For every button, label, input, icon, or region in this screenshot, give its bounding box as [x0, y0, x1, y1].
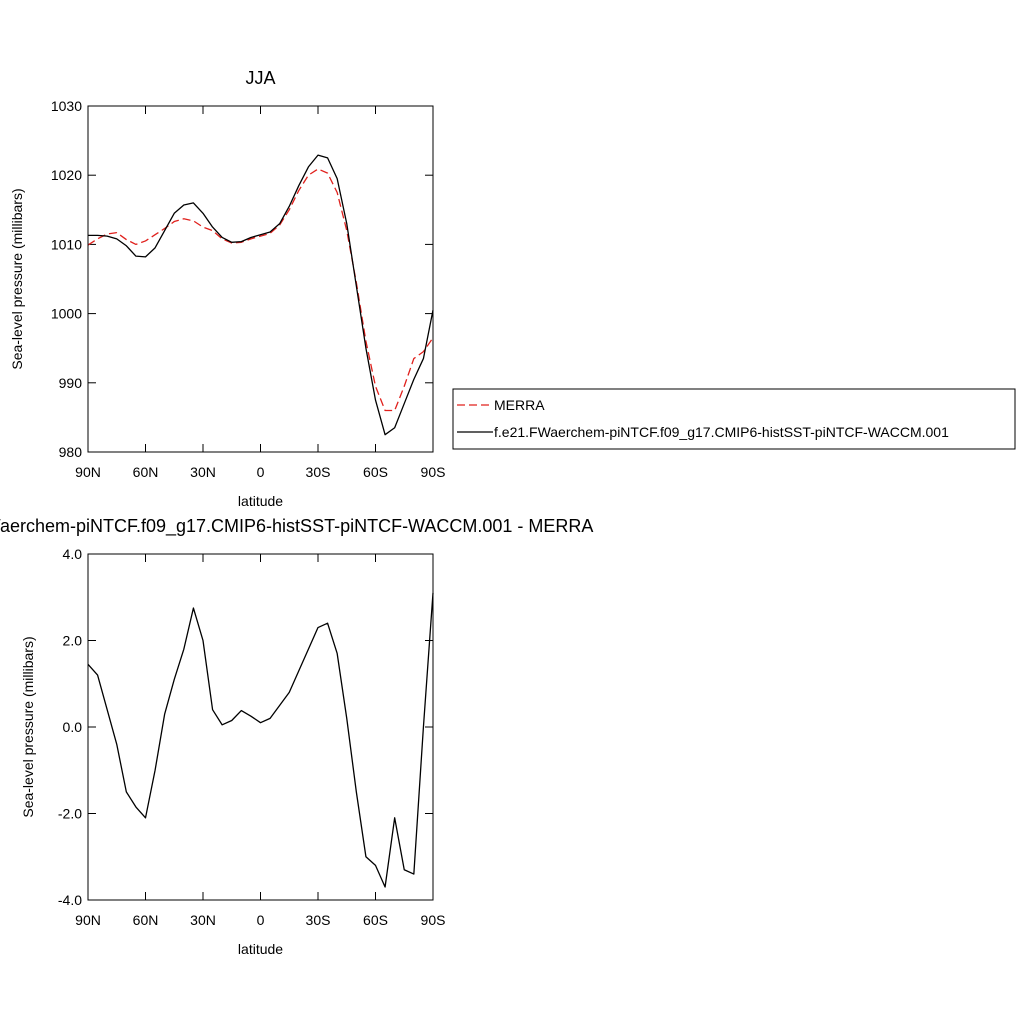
- x-tick-label: 60N: [133, 912, 159, 928]
- x-tick-label: 0: [257, 912, 265, 928]
- data-line: [87, 592, 434, 888]
- data-line: [87, 168, 434, 412]
- y-axis-label: Sea-level pressure (millibars): [20, 636, 36, 817]
- y-tick-label: 1020: [51, 167, 82, 183]
- plot-frame: [87, 105, 434, 453]
- x-axis-label: latitude: [238, 493, 283, 509]
- y-tick-label: 980: [59, 444, 83, 460]
- y-tick-label: 1030: [51, 98, 82, 114]
- x-tick-label: 90S: [421, 464, 446, 480]
- x-tick-label: 90N: [75, 912, 101, 928]
- x-tick-label: 60N: [133, 464, 159, 480]
- chart-title: JJA: [245, 68, 275, 88]
- x-tick-label: 60S: [363, 464, 388, 480]
- x-axis-label: latitude: [238, 941, 283, 957]
- x-tick-label: 30N: [190, 464, 216, 480]
- y-tick-label: 990: [59, 375, 83, 391]
- y-tick-label: -4.0: [58, 892, 82, 908]
- x-tick-label: 30N: [190, 912, 216, 928]
- y-tick-label: 4.0: [63, 546, 83, 562]
- y-tick-label: 2.0: [63, 633, 83, 649]
- data-line: [88, 154, 434, 436]
- plot-frame: [87, 553, 434, 901]
- y-tick-label: 1000: [51, 306, 82, 322]
- x-tick-label: 30S: [306, 464, 331, 480]
- x-tick-label: 90N: [75, 464, 101, 480]
- x-tick-label: 30S: [306, 912, 331, 928]
- x-tick-label: 60S: [363, 912, 388, 928]
- y-tick-label: 1010: [51, 236, 82, 252]
- legend-box: [452, 388, 1016, 450]
- y-tick-label: -2.0: [58, 806, 82, 822]
- y-axis-label: Sea-level pressure (millibars): [9, 188, 25, 369]
- legend-label: MERRA: [494, 397, 545, 413]
- y-tick-label: 0.0: [63, 719, 83, 735]
- panel: JJA 90N 60N 30N 0 30S 60S 90S 980 990 1000 1010 1020…: [9, 68, 1016, 509]
- x-tick-label: 0: [257, 464, 265, 480]
- x-tick-label: 90S: [421, 912, 446, 928]
- chart-title: f.e21.FWaerchem-piNTCF.f09_g17.CMIP6-his…: [0, 516, 593, 537]
- panel: f.e21.FWaerchem-piNTCF.f09_g17.CMIP6-his…: [0, 516, 593, 957]
- legend-label: f.e21.FWaerchem-piNTCF.f09_g17.CMIP6-his…: [494, 424, 949, 440]
